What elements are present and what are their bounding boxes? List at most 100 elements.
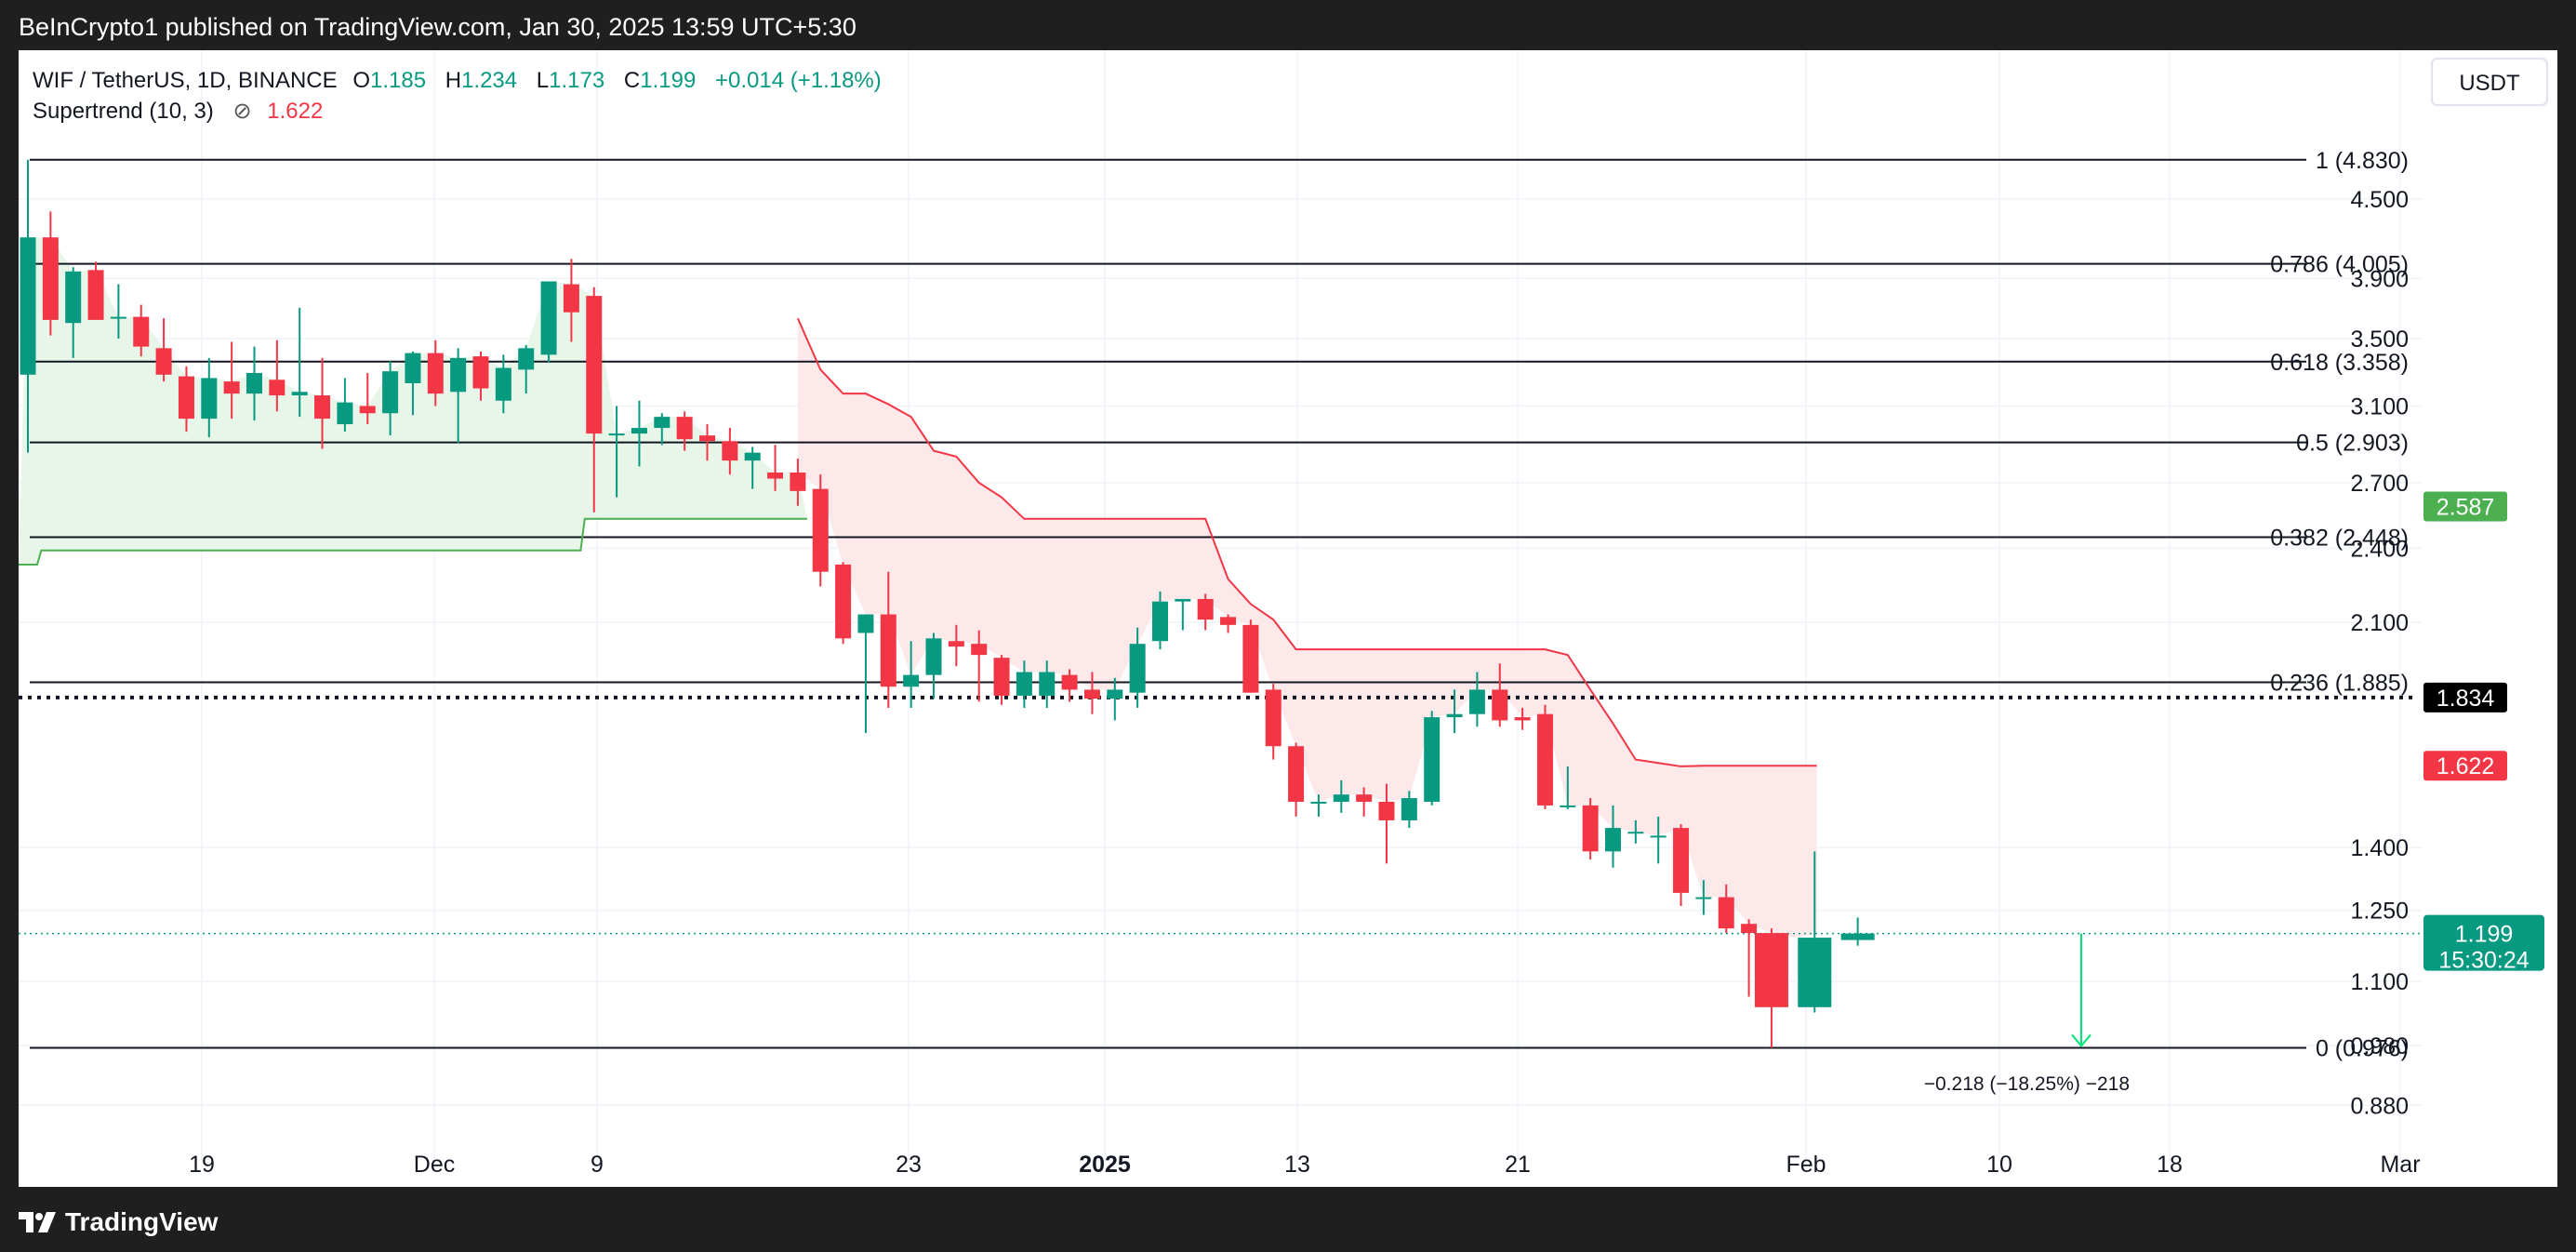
candle-body [110,316,126,319]
x-tick-label: 23 [896,1152,922,1178]
candle [1514,708,1531,730]
candle-body [178,376,194,420]
candle-body [1673,828,1690,893]
candle-body [676,417,693,440]
x-tick-label: 10 [1986,1152,2012,1178]
currency-button[interactable]: USDT [2431,58,2548,106]
candle-body [1718,897,1734,929]
candle-body [540,281,557,355]
x-tick-label: 9 [591,1152,604,1178]
candle-body [1560,805,1576,807]
candle [563,259,579,342]
candle-body [495,367,511,401]
candle [722,428,738,475]
candle [1754,928,1788,1048]
candle-body [1016,672,1032,696]
candle [1718,884,1734,934]
candle-body [1288,746,1305,802]
candle [246,346,262,421]
y-tick-label: 1.250 [2350,899,2409,925]
legend-pair: WIF / TetherUS, 1D, BINANCE [33,68,338,93]
candle [42,211,59,336]
fib-level-label: 0.382 (2.448) [2270,525,2409,551]
candle-body [971,644,988,656]
candle [155,318,172,382]
candle [20,159,36,453]
fib-level-label: 0.5 (2.903) [2296,431,2409,457]
candle [1798,851,1832,1013]
measure-tool: −0.218 (−18.25%) −218 [1924,933,2130,1095]
candle-body [1310,801,1327,804]
candle-body [857,614,874,633]
candle [314,357,331,449]
candle-body [1605,828,1621,852]
candle-body [586,296,603,434]
candle-body [1401,798,1417,820]
x-tick-label: 18 [2157,1152,2183,1178]
candle [1536,704,1553,809]
x-tick-label: 19 [189,1152,215,1178]
candle [1695,880,1712,915]
legend-open: 1.185 [370,68,426,93]
candle-body [903,674,920,687]
candle-body [1356,794,1373,802]
tradingview-icon [19,1212,56,1232]
candle-body [1798,938,1832,1007]
candle [87,261,104,320]
tradingview-logo[interactable]: TradingView [19,1207,218,1237]
candle [744,446,761,489]
candle-body [359,406,376,414]
fib-levels: 1 (4.830) 0.786 (4.005) 0.618 (3.358) 0.5 (… [19,148,2427,1061]
candle-body [1378,801,1395,820]
brand-label: TradingView [65,1207,219,1236]
candle [1242,619,1259,693]
candle-body [1424,717,1441,802]
candle-body [563,284,579,313]
candle-body [699,435,715,442]
candle-body [1754,933,1788,1007]
candle [1492,663,1508,727]
candle [1401,791,1417,829]
candle [1333,779,1349,813]
candle [472,351,489,401]
candle [1265,684,1281,760]
y-tick-label: 4.500 [2350,187,2409,213]
candle-body [291,392,308,396]
candle-body [314,395,331,420]
candle [1220,614,1237,633]
candle [427,340,444,406]
candle [1468,672,1485,727]
candle [654,413,671,446]
candle-body [1741,924,1758,934]
candle [1039,660,1056,709]
candle [1061,669,1078,702]
candle-body [472,356,489,389]
supertrend-up-line [19,517,807,566]
candle-body [1197,598,1214,620]
price-tag-value: 1.622 [2437,753,2495,779]
candle-body [835,564,852,639]
price-chart[interactable]: 1 (4.830) 0.786 (4.005) 0.618 (3.358) 0.5 (… [19,50,2557,1187]
candle-body [269,380,285,396]
candle [1175,598,1191,631]
x-axis: 19 Dec 9 23 2025 13 21 Feb 10 18 Mar [189,1152,2420,1178]
candle [1424,711,1441,806]
candle-body [65,271,82,324]
candle [1560,766,1576,809]
legend-l-label: L [537,68,549,93]
candles [20,159,1875,1048]
candle [1378,783,1395,864]
candle [1673,824,1690,906]
price-tag-value: 2.587 [2437,494,2495,520]
candle-body [1107,689,1123,699]
candle-body [1265,689,1281,747]
candle [971,630,988,702]
candle [948,624,964,667]
candle [291,307,308,418]
publisher-text: BeInCrypto1 published on TradingView.com… [19,13,856,41]
candle [1650,816,1666,864]
candle-body [722,441,738,461]
candle [337,378,353,433]
candle-body [767,473,784,479]
candle-body [744,452,761,461]
